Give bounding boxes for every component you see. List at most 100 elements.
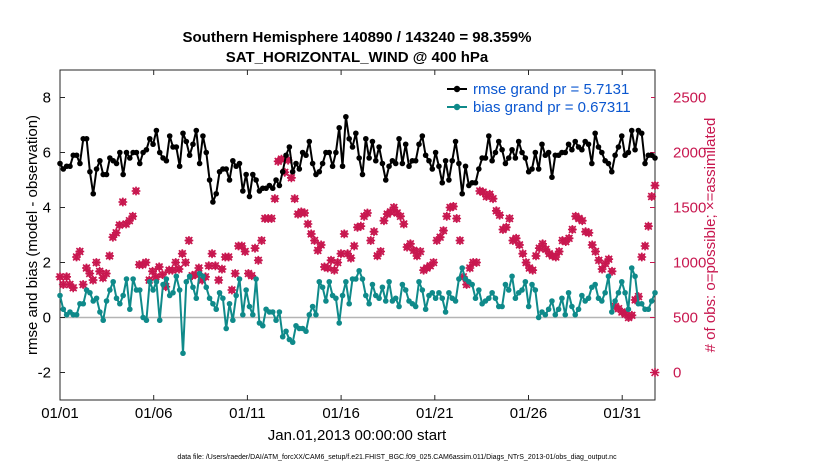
obs-assimilated-point bbox=[167, 265, 177, 275]
bias-point bbox=[648, 298, 655, 304]
rmse-point bbox=[123, 149, 130, 156]
obs-assimilated-point bbox=[224, 252, 233, 262]
obs-assimilated-point bbox=[399, 219, 409, 229]
bias-point bbox=[203, 284, 210, 291]
bias-point bbox=[485, 295, 492, 302]
rmse-point bbox=[562, 149, 569, 156]
legend: rmse grand pr = 5.7131 bias grand pr = 0… bbox=[440, 80, 651, 118]
rmse-series bbox=[57, 113, 658, 205]
bias-point bbox=[363, 292, 369, 299]
rmse-point bbox=[369, 138, 376, 145]
bias-point bbox=[283, 328, 289, 335]
obs-assimilated-point bbox=[465, 263, 475, 273]
rmse-point bbox=[632, 146, 638, 153]
obs-assimilated-point bbox=[227, 285, 237, 295]
rmse-point bbox=[489, 157, 495, 164]
x-axis: 01/01 01/06 01/11 01/16 01/21 01/26 01/31 bbox=[41, 70, 641, 422]
bias-point bbox=[326, 278, 333, 285]
left-y-axis: -2 0 2 4 6 8 bbox=[38, 90, 65, 382]
obs-assimilated-point bbox=[141, 258, 151, 267]
bias-point bbox=[180, 350, 186, 357]
bias-point bbox=[605, 273, 612, 280]
obs-assimilated-point bbox=[640, 241, 650, 251]
obs-assimilated-point bbox=[515, 240, 524, 250]
rmse-point bbox=[136, 160, 143, 167]
bias-point bbox=[253, 276, 259, 282]
bias-point bbox=[73, 311, 80, 318]
bias-point bbox=[535, 314, 542, 321]
y-left-tick-label: 6 bbox=[43, 145, 51, 162]
bias-point bbox=[469, 281, 475, 288]
obs-assimilated-point bbox=[511, 233, 521, 243]
bias-point bbox=[652, 289, 658, 296]
rmse-point bbox=[652, 155, 658, 161]
bias-point bbox=[353, 276, 359, 282]
obs-assimilated-point bbox=[409, 246, 419, 255]
y-right-tick-label: 500 bbox=[673, 310, 698, 327]
obs-assimilated-point bbox=[581, 227, 590, 237]
bias-point bbox=[103, 298, 110, 304]
bias-point bbox=[402, 287, 409, 293]
rmse-point bbox=[625, 149, 632, 156]
obs-assimilated-point bbox=[313, 246, 323, 255]
rmse-point bbox=[432, 149, 439, 156]
rmse-point bbox=[482, 155, 489, 161]
obs-assimilated-point bbox=[310, 236, 319, 245]
bias-point bbox=[163, 276, 170, 282]
obs-assimilated-point bbox=[541, 244, 551, 254]
y-right-tick-label: 1500 bbox=[673, 200, 706, 217]
rmse-point bbox=[289, 168, 296, 175]
obs-assimilated-point bbox=[78, 280, 88, 289]
obs-assimilated-point bbox=[396, 211, 405, 221]
rmse-point bbox=[615, 144, 622, 150]
rmse-point bbox=[402, 141, 409, 148]
rmse-point bbox=[166, 133, 173, 139]
rmse-point bbox=[163, 157, 170, 164]
bias-point bbox=[552, 311, 559, 318]
rmse-point bbox=[456, 160, 462, 167]
rmse-point bbox=[572, 138, 579, 145]
bias-point bbox=[519, 287, 525, 293]
bias-point bbox=[492, 295, 499, 302]
obs-assimilated-point bbox=[584, 228, 594, 238]
obs-assimilated-point bbox=[501, 222, 511, 232]
obs-assimilated-point bbox=[161, 282, 171, 292]
obs-assimilated-point bbox=[386, 207, 395, 217]
rmse-point bbox=[183, 138, 190, 145]
legend-bias-marker bbox=[453, 103, 461, 111]
rmse-point bbox=[399, 160, 406, 167]
obs-assimilated-point bbox=[181, 258, 191, 267]
data-file-footer: data file: /Users/raeder/DAI/ATM_forcXX/… bbox=[177, 454, 617, 461]
rmse-point bbox=[363, 135, 369, 142]
rmse-point bbox=[612, 152, 618, 159]
obs-assimilated-point bbox=[439, 226, 448, 235]
rmse-point bbox=[579, 146, 585, 153]
obs-assimilated-point bbox=[210, 261, 220, 271]
bias-point bbox=[638, 300, 645, 307]
obs-assimilated-point bbox=[95, 266, 105, 276]
rmse-point bbox=[249, 171, 256, 178]
rmse-point bbox=[628, 127, 635, 134]
obs-count-series bbox=[55, 154, 660, 377]
obs-assimilated-point bbox=[270, 194, 280, 204]
obs-assimilated-point bbox=[253, 255, 263, 265]
rmse-point bbox=[193, 127, 200, 134]
bias-point bbox=[117, 300, 123, 307]
obs-assimilated-point bbox=[154, 262, 164, 272]
obs-assimilated-point bbox=[286, 173, 296, 183]
obs-assimilated-point bbox=[217, 264, 227, 274]
obs-assimilated-point bbox=[184, 236, 194, 245]
bias-point bbox=[549, 298, 555, 304]
bias-point bbox=[240, 311, 246, 318]
bias-point bbox=[160, 281, 166, 288]
bias-point bbox=[226, 300, 233, 307]
obs-assimilated-point bbox=[531, 251, 541, 261]
bias-point bbox=[509, 273, 515, 280]
obs-assimilated-point bbox=[72, 252, 81, 262]
obs-assimilated-point bbox=[277, 154, 286, 164]
bias-point bbox=[359, 276, 366, 282]
rmse-point bbox=[133, 149, 140, 156]
x-tick-label: 01/31 bbox=[603, 405, 641, 422]
rmse-point bbox=[103, 171, 110, 178]
bias-point bbox=[236, 276, 243, 282]
